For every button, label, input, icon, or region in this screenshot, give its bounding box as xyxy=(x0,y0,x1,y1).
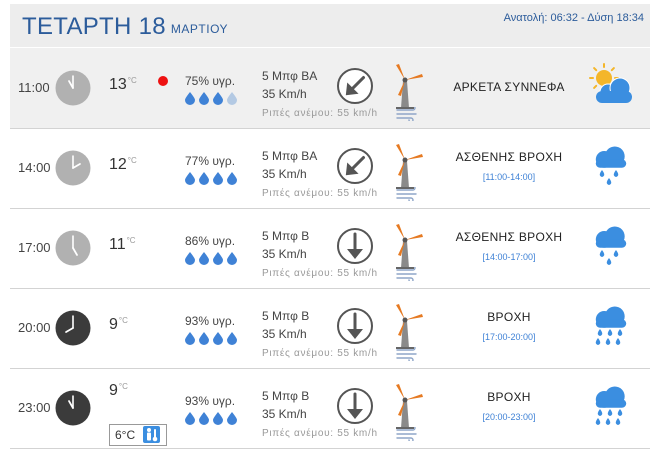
month-name: ΜΑΡΤΙΟΥ xyxy=(170,22,229,36)
wind-direction-arrow-icon xyxy=(336,67,374,105)
condition-text: ΑΣΘΕΝΗΣ ΒΡΟΧΗ xyxy=(455,150,563,164)
humidity-drops-icon xyxy=(185,171,241,185)
wind-speed: 35 Km/h xyxy=(262,87,307,101)
humidity: 93% υγρ. xyxy=(185,314,236,328)
temperature-unit: °C xyxy=(126,236,136,245)
humidity: 86% υγρ. xyxy=(185,234,236,248)
temperature: 9°C xyxy=(109,316,128,334)
wind-info: 5 Μπφ ΒΑ 35 Km/h xyxy=(262,67,317,103)
temperature-value: 9 xyxy=(109,316,118,333)
temperature-unit: °C xyxy=(127,76,137,85)
wind-direction-arrow-icon xyxy=(336,227,374,265)
light-clock-icon xyxy=(55,150,91,186)
forecast-row: 17:00 11°C 86% υγρ. 5 Μπφ Β 35 Km/h Ριπές ανέ… xyxy=(10,208,650,289)
light-clock-icon xyxy=(55,70,91,106)
condition-text: ΒΡΟΧΗ xyxy=(487,310,531,324)
condition-block: ΑΡΚΕΤΑ ΣΥΝΝΕΦΑ xyxy=(434,80,584,94)
condition-block: ΒΡΟΧΗ [20:00-23:00] xyxy=(434,390,584,422)
dark-clock-icon xyxy=(55,310,91,346)
partly-cloudy-icon xyxy=(588,62,634,110)
temperature-unit: °C xyxy=(118,382,128,391)
wind-turbine-icon xyxy=(386,62,426,110)
day-name: ΤΕΤΑΡΤΗ 18 xyxy=(22,13,166,40)
temperature: 13°C xyxy=(109,76,137,94)
temperature-value: 9 xyxy=(109,382,118,399)
temperature-unit: °C xyxy=(118,316,128,325)
forecast-row: 11:00 13°C 75% υγρ. 5 Μπφ ΒΑ 35 Km/h Ριπές αν… xyxy=(10,48,650,129)
alert-dot-icon xyxy=(158,76,168,86)
forecast-row: 23:00 9°C 6°C 93% υγρ. 5 Μπφ Β 35 Km/h Ριπές α… xyxy=(10,368,650,449)
person-thermometer-icon xyxy=(143,426,160,443)
forecast-time: 23:00 xyxy=(18,400,51,415)
temperature-value: 13 xyxy=(109,76,127,93)
wind-direction-arrow-icon xyxy=(336,307,374,345)
forecast-time: 20:00 xyxy=(18,320,51,335)
condition-text: ΑΡΚΕΤΑ ΣΥΝΝΕΦΑ xyxy=(453,80,565,94)
wind-direction-arrow-icon xyxy=(336,387,374,425)
rain-icon xyxy=(588,382,634,430)
wind-force: 5 Μπφ ΒΑ xyxy=(262,69,318,83)
condition-text: ΑΣΘΕΝΗΣ ΒΡΟΧΗ xyxy=(455,230,563,244)
condition-block: ΑΣΘΕΝΗΣ ΒΡΟΧΗ [14:00-17:00] xyxy=(434,230,584,262)
rain-time-range: [11:00-14:00] xyxy=(482,172,536,182)
rain-time-range: [17:00-20:00] xyxy=(482,332,536,342)
wind-info: 5 Μπφ Β 35 Km/h xyxy=(262,307,309,343)
wind-info: 5 Μπφ Β 35 Km/h xyxy=(262,387,309,423)
condition-text: ΒΡΟΧΗ xyxy=(487,390,531,404)
wind-info: 5 Μπφ ΒΑ 35 Km/h xyxy=(262,147,317,183)
wind-direction-arrow-icon xyxy=(336,147,374,185)
wind-speed: 35 Km/h xyxy=(262,247,307,261)
humidity: 75% υγρ. xyxy=(185,74,236,88)
wind-gusts: Ριπές ανέμου: 55 km/h xyxy=(262,428,378,439)
wind-info: 5 Μπφ Β 35 Km/h xyxy=(262,227,309,263)
humidity-drops-icon xyxy=(185,91,241,105)
temperature: 12°C xyxy=(109,156,137,174)
temperature-unit: °C xyxy=(127,156,137,165)
day-header: ΤΕΤΑΡΤΗ 18 ΜΑΡΤΙΟΥ Ανατολή: 06:32 - Δύση … xyxy=(10,4,650,47)
feels-like-value: 6°C xyxy=(115,428,136,442)
wind-gusts: Ριπές ανέμου: 55 km/h xyxy=(262,188,378,199)
humidity: 77% υγρ. xyxy=(185,154,236,168)
light-rain-icon xyxy=(588,222,634,270)
rain-time-range: [14:00-17:00] xyxy=(482,252,536,262)
condition-block: ΑΣΘΕΝΗΣ ΒΡΟΧΗ [11:00-14:00] xyxy=(434,150,584,182)
feels-like-box: 6°C xyxy=(109,424,167,446)
wind-turbine-icon xyxy=(386,142,426,190)
wind-gusts: Ριπές ανέμου: 55 km/h xyxy=(262,268,378,279)
light-rain-icon xyxy=(588,142,634,190)
wind-force: 5 Μπφ Β xyxy=(262,389,310,403)
wind-turbine-icon xyxy=(386,302,426,350)
rain-time-range: [20:00-23:00] xyxy=(482,412,536,422)
temperature-value: 12 xyxy=(109,156,127,173)
temperature: 9°C xyxy=(109,382,128,400)
forecast-row: 20:00 9°C 93% υγρ. 5 Μπφ Β 35 Km/h Ριπές ανέμ… xyxy=(10,288,650,369)
dark-clock-icon xyxy=(55,390,91,426)
forecast-time: 14:00 xyxy=(18,160,51,175)
forecast-time: 11:00 xyxy=(18,80,50,95)
forecast-time: 17:00 xyxy=(18,240,51,255)
wind-speed: 35 Km/h xyxy=(262,167,307,181)
humidity-drops-icon xyxy=(185,251,241,265)
condition-block: ΒΡΟΧΗ [17:00-20:00] xyxy=(434,310,584,342)
wind-gusts: Ριπές ανέμου: 55 km/h xyxy=(262,348,378,359)
light-clock-icon xyxy=(55,230,91,266)
wind-speed: 35 Km/h xyxy=(262,407,307,421)
wind-force: 5 Μπφ Β xyxy=(262,309,310,323)
forecast-row: 14:00 12°C 77% υγρ. 5 Μπφ ΒΑ 35 Km/h Ριπές αν… xyxy=(10,128,650,209)
day-title: ΤΕΤΑΡΤΗ 18 ΜΑΡΤΙΟΥ xyxy=(22,13,228,41)
wind-force: 5 Μπφ Β xyxy=(262,229,310,243)
rain-icon xyxy=(588,302,634,350)
wind-speed: 35 Km/h xyxy=(262,327,307,341)
humidity-drops-icon xyxy=(185,411,241,425)
temperature-value: 11 xyxy=(109,236,126,253)
humidity: 93% υγρ. xyxy=(185,394,236,408)
humidity-drops-icon xyxy=(185,331,241,345)
temperature: 11°C xyxy=(109,236,136,254)
wind-force: 5 Μπφ ΒΑ xyxy=(262,149,318,163)
wind-turbine-icon xyxy=(386,382,426,430)
wind-gusts: Ριπές ανέμου: 55 km/h xyxy=(262,108,378,119)
wind-turbine-icon xyxy=(386,222,426,270)
sunrise-sunset: Ανατολή: 06:32 - Δύση 18:34 xyxy=(503,12,644,24)
